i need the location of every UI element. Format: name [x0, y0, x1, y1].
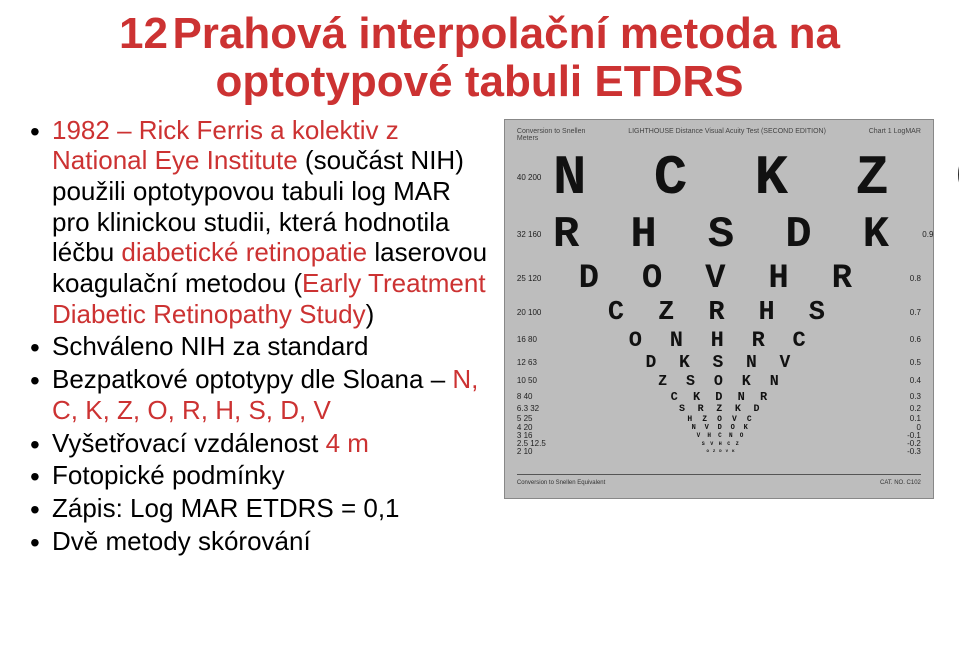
chart-column: Conversion to Snellen Meters LIGHTHOUSE …: [504, 115, 941, 499]
chart-row: 6.3 32S R Z K D0.2: [511, 404, 927, 415]
chart-rows: 40 200N C K Z O1.032 160R H S D K0.925 1…: [511, 146, 927, 456]
content-row: 1982 – Rick Ferris a kolektiv z National…: [18, 115, 941, 558]
title-line-1: Prahová interpolační metoda na: [172, 9, 840, 58]
chart-row-letters: N V D O K: [553, 424, 889, 432]
chart-row-right: 0.2: [889, 405, 921, 413]
chart-row-left: 10 50: [517, 377, 553, 385]
chart-header-right: Chart 1 LogMAR: [869, 128, 921, 142]
bullet-text: Vyšetřovací vzdálenost: [52, 428, 326, 458]
chart-row-right: 0.9: [901, 231, 933, 239]
chart-footer: Conversion to Snellen Equivalent CAT. NO…: [511, 478, 927, 488]
list-item: Bezpatkové optotypy dle Sloana – N, C, K…: [36, 364, 490, 425]
bullet-text: Zápis: Log MAR ETDRS = 0,1: [52, 493, 400, 523]
chart-row: 25 120D O V H R0.8: [511, 260, 927, 298]
chart-row-left: 16 80: [517, 336, 553, 344]
chart-header: Conversion to Snellen Meters LIGHTHOUSE …: [511, 126, 927, 146]
chart-row-right: 0.3: [889, 393, 921, 401]
chart-row-right: 0.6: [889, 336, 921, 344]
title-number: 12: [119, 9, 168, 58]
chart-row-letters: O N H R C: [553, 328, 889, 353]
chart-row-left: 8 40: [517, 393, 553, 401]
chart-row-letters: C K D N R: [553, 390, 889, 404]
etdrs-chart: Conversion to Snellen Meters LIGHTHOUSE …: [504, 119, 934, 499]
chart-row-right: 0.4: [889, 377, 921, 385]
chart-row-letters: C Z R H S: [553, 298, 889, 328]
chart-row-letters: S V H C Z: [553, 441, 889, 447]
chart-row: 2 10O Z D V K-0.3: [511, 448, 927, 456]
chart-header-left: Conversion to Snellen Meters: [517, 128, 586, 142]
list-item: Fotopické podmínky: [36, 460, 490, 491]
chart-row: 20 100C Z R H S0.7: [511, 298, 927, 328]
chart-row-left: 12 63: [517, 359, 553, 367]
chart-row: 2.5 12.5S V H C Z-0.2: [511, 440, 927, 448]
chart-row: 40 200N C K Z O1.0: [511, 146, 927, 210]
list-item: Zápis: Log MAR ETDRS = 0,1: [36, 493, 490, 524]
chart-row: 8 40C K D N R0.3: [511, 390, 927, 404]
bullet-text: Dvě metody skórování: [52, 526, 311, 556]
list-item: 1982 – Rick Ferris a kolektiv z National…: [36, 115, 490, 330]
chart-separator: [517, 474, 921, 475]
chart-row: 12 63D K S N V0.5: [511, 353, 927, 373]
chart-row-left: 40 200: [517, 174, 553, 182]
bullet-text: 4 m: [326, 428, 369, 458]
chart-row-right: 0.7: [889, 309, 921, 317]
chart-row-letters: S R Z K D: [553, 404, 889, 415]
chart-row: 10 50Z S O K N0.4: [511, 373, 927, 390]
bullet-text: Bezpatkové optotypy dle Sloana –: [52, 364, 452, 394]
list-item: Vyšetřovací vzdálenost 4 m: [36, 428, 490, 459]
bullet-text: ): [366, 299, 375, 329]
slide-title: 12 Prahová interpolační metoda na optoty…: [18, 10, 941, 107]
bullet-text: diabetické retinopatie: [121, 237, 367, 267]
chart-row: 16 80O N H R C0.6: [511, 328, 927, 353]
chart-row-letters: H Z O V C: [553, 415, 889, 424]
chart-row: 3 16V H C N O-0.1: [511, 432, 927, 440]
chart-row: 5 25H Z O V C0.1: [511, 415, 927, 424]
bullet-text: Fotopické podmínky: [52, 460, 285, 490]
chart-row: 4 20N V D O K0: [511, 424, 927, 432]
chart-footer-right: CAT. NO. C102: [880, 480, 921, 486]
chart-row-letters: R H S D K: [553, 210, 902, 260]
list-item: Schváleno NIH za standard: [36, 331, 490, 362]
chart-row-letters: N C K Z O: [553, 146, 959, 210]
chart-row-letters: D O V H R: [553, 260, 889, 298]
bullet-column: 1982 – Rick Ferris a kolektiv z National…: [18, 115, 490, 558]
slide: 12 Prahová interpolační metoda na optoty…: [0, 0, 959, 647]
chart-header-center: LIGHTHOUSE Distance Visual Acuity Test (…: [628, 128, 826, 142]
chart-row-letters: V H C N O: [553, 432, 889, 439]
chart-row-left: 20 100: [517, 309, 553, 317]
chart-row-left: 32 160: [517, 231, 553, 239]
chart-row-letters: Z S O K N: [553, 373, 889, 390]
list-item: Dvě metody skórování: [36, 526, 490, 557]
chart-row-left: 6.3 32: [517, 405, 553, 413]
chart-row: 32 160R H S D K0.9: [511, 210, 927, 260]
chart-row-right: 0.5: [889, 359, 921, 367]
title-line-2: optotypové tabuli ETDRS: [216, 57, 744, 106]
chart-row-left: 25 120: [517, 275, 553, 283]
chart-row-right: 0.8: [889, 275, 921, 283]
chart-row-letters: D K S N V: [553, 353, 889, 373]
chart-row-left: 2 10: [517, 448, 553, 456]
bullet-list: 1982 – Rick Ferris a kolektiv z National…: [18, 115, 490, 556]
chart-footer-left: Conversion to Snellen Equivalent: [517, 480, 605, 486]
chart-row-right: -0.3: [889, 448, 921, 456]
chart-row-letters: O Z D V K: [553, 450, 889, 454]
bullet-text: Schváleno NIH za standard: [52, 331, 369, 361]
